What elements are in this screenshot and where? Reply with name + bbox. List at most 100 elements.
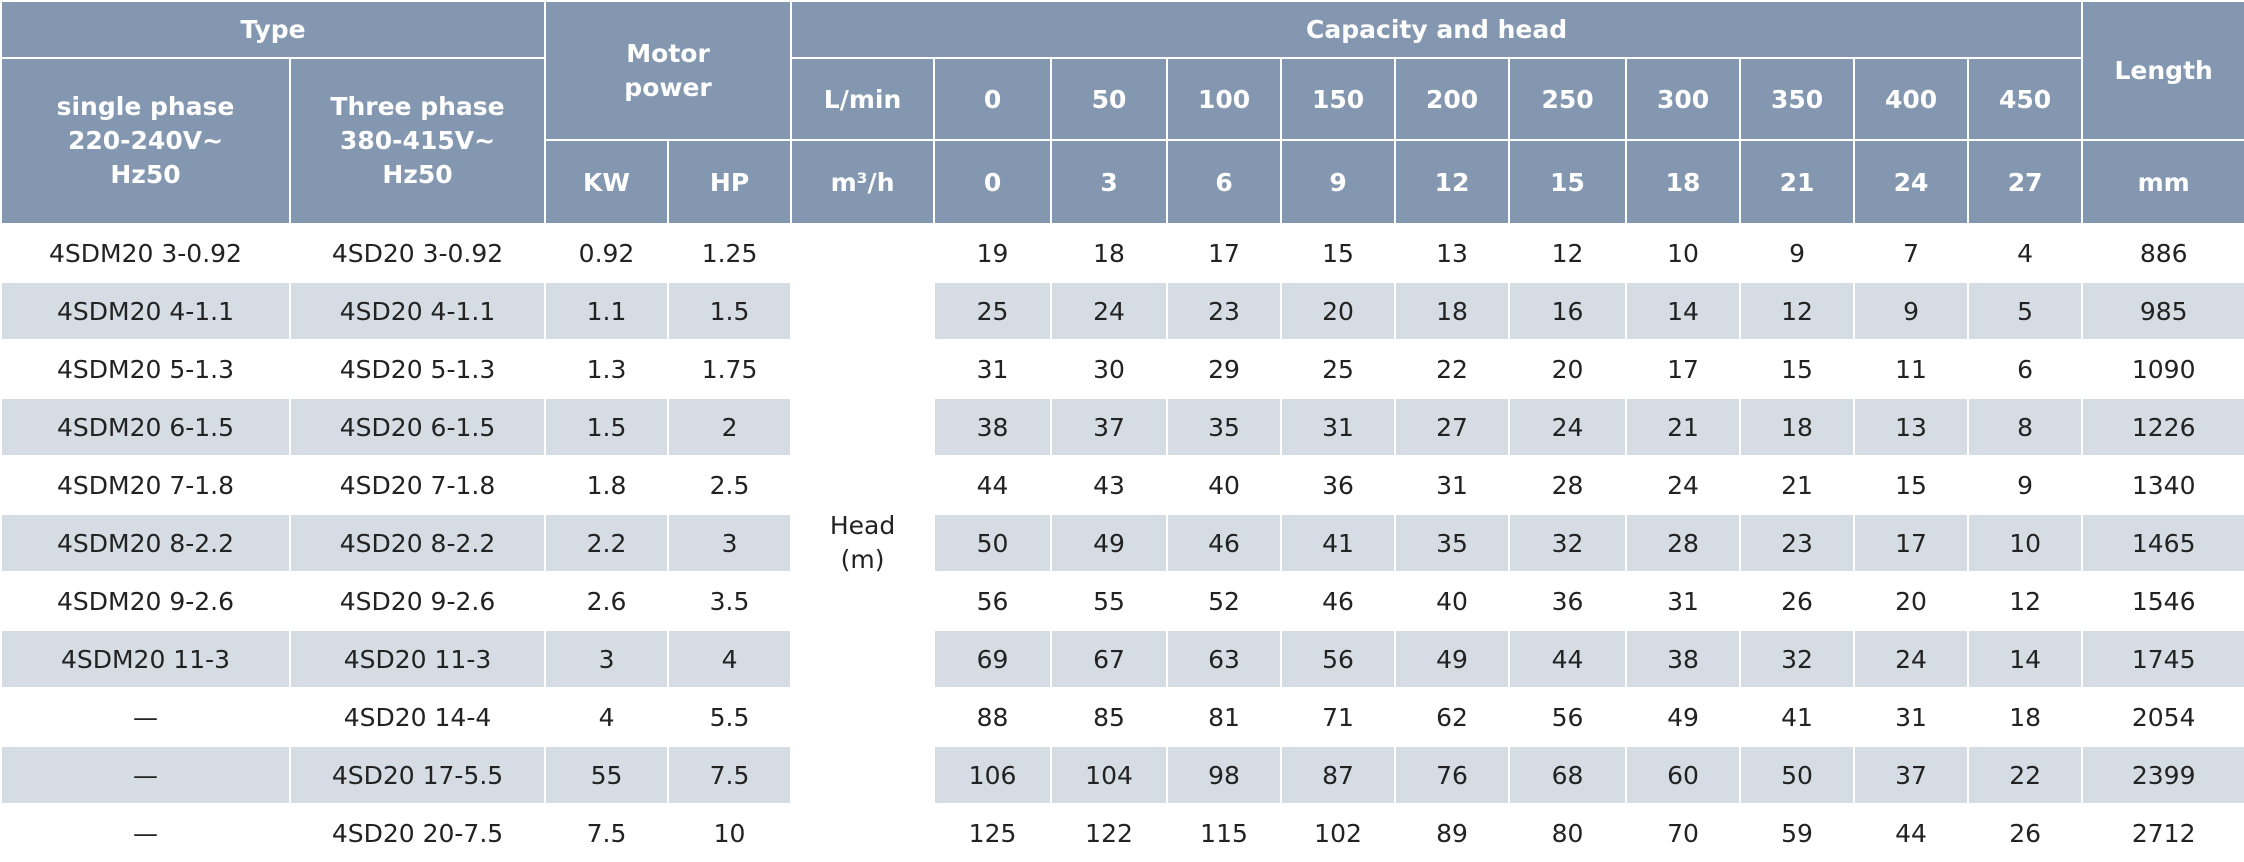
header-capacity: Capacity and head bbox=[790, 0, 2084, 59]
hp: 3.5 bbox=[667, 571, 793, 631]
head-value: 63 bbox=[1166, 629, 1283, 689]
length: 2054 bbox=[2081, 687, 2244, 747]
hp: 7.5 bbox=[667, 745, 793, 805]
header-m3h: 3 bbox=[1050, 139, 1169, 225]
head-value: 36 bbox=[1508, 571, 1628, 631]
length: 886 bbox=[2081, 223, 2244, 283]
head-value: 44 bbox=[933, 455, 1053, 515]
head-value: 36 bbox=[1280, 455, 1397, 515]
head-value: 31 bbox=[1280, 397, 1397, 457]
length: 985 bbox=[2081, 281, 2244, 341]
head-value: 38 bbox=[933, 397, 1053, 457]
table-row: KW HP m³/h 0 3 6 9 12 15 18 21 24 27 mm bbox=[1, 139, 2244, 225]
head-value: 37 bbox=[1853, 745, 1970, 805]
kw: 1.3 bbox=[544, 339, 670, 399]
table-row: 4SDM20 11-3 4SD20 11-3 3 4 69 67 63 56 49 44 38 32 2… bbox=[0, 629, 2244, 689]
head-value: 56 bbox=[1280, 629, 1397, 689]
table-row: Type Motor power Capacity and head Length bbox=[0, 0, 2244, 141]
head-value: 12 bbox=[1508, 223, 1628, 283]
header-m3h: 15 bbox=[1508, 139, 1628, 225]
head-value: 23 bbox=[1166, 281, 1283, 341]
head-value: 16 bbox=[1508, 281, 1628, 341]
head-value: 25 bbox=[1280, 339, 1397, 399]
head-value: 46 bbox=[1280, 571, 1397, 631]
head-value: 9 bbox=[1739, 223, 1856, 283]
head-value: 67 bbox=[1050, 629, 1169, 689]
head-value: 13 bbox=[1394, 223, 1511, 283]
head-value: 49 bbox=[1394, 629, 1511, 689]
header-length: Length bbox=[2081, 0, 2244, 141]
head-label: Head (m) bbox=[790, 223, 936, 862]
head-value: 40 bbox=[1394, 571, 1511, 631]
text-line: Head bbox=[829, 511, 896, 541]
three-phase-model: 4SD20 20-7.5 bbox=[288, 803, 547, 862]
head-value: 25 bbox=[933, 281, 1053, 341]
head-value: 27 bbox=[1394, 397, 1511, 457]
single-phase-model: 4SDM20 3-0.92 bbox=[0, 223, 291, 283]
head-value: 44 bbox=[1508, 629, 1628, 689]
header-three-phase: Three phase 380-415V~ Hz50 bbox=[288, 57, 547, 225]
head-value: 89 bbox=[1394, 803, 1511, 862]
head-value: 10 bbox=[1625, 223, 1742, 283]
head-value: 71 bbox=[1280, 687, 1397, 747]
head-value: 26 bbox=[1967, 803, 2084, 862]
head-value: 52 bbox=[1166, 571, 1283, 631]
length: 1340 bbox=[2081, 455, 2244, 515]
head-value: 14 bbox=[1625, 281, 1742, 341]
head-value: 106 bbox=[933, 745, 1053, 805]
header-m3h: 12 bbox=[1394, 139, 1511, 225]
head-value: 21 bbox=[1625, 397, 1742, 457]
header-m3h: 6 bbox=[1166, 139, 1283, 225]
three-phase-model: 4SD20 6-1.5 bbox=[288, 397, 547, 457]
head-value: 18 bbox=[1394, 281, 1511, 341]
head-value: 19 bbox=[933, 223, 1053, 283]
head-value: 80 bbox=[1508, 803, 1628, 862]
head-value: 18 bbox=[1050, 223, 1169, 283]
hp: 5.5 bbox=[667, 687, 793, 747]
head-value: 15 bbox=[1280, 223, 1397, 283]
head-value: 24 bbox=[1853, 629, 1970, 689]
kw: 1.8 bbox=[544, 455, 670, 515]
head-value: 10 bbox=[1967, 513, 2084, 573]
head-value: 32 bbox=[1739, 629, 1856, 689]
header-lmin-label: L/min bbox=[790, 57, 936, 141]
single-phase-model: 4SDM20 4-1.1 bbox=[0, 281, 291, 341]
head-value: 87 bbox=[1280, 745, 1397, 805]
kw: 7.5 bbox=[544, 803, 670, 862]
kw: 4 bbox=[544, 687, 670, 747]
length: 2712 bbox=[2081, 803, 2244, 862]
header-lmin: 200 bbox=[1394, 57, 1511, 141]
head-value: 28 bbox=[1508, 455, 1628, 515]
head-value: 24 bbox=[1050, 281, 1169, 341]
header-lmin: 250 bbox=[1508, 57, 1628, 141]
single-phase-model: — bbox=[0, 687, 291, 747]
header-m3h: 21 bbox=[1739, 139, 1856, 225]
head-value: 12 bbox=[1739, 281, 1856, 341]
head-value: 22 bbox=[1394, 339, 1511, 399]
head-value: 29 bbox=[1166, 339, 1283, 399]
table-row: —4SD20 14-4 4 5.5 88 85 81 71 62 56 49 41 31 18 2054 bbox=[0, 687, 2244, 747]
head-value: 6 bbox=[1967, 339, 2084, 399]
text-line: (m) bbox=[840, 545, 885, 574]
head-value: 32 bbox=[1508, 513, 1628, 573]
three-phase-model: 4SD20 9-2.6 bbox=[288, 571, 547, 631]
single-phase-model: 4SDM20 5-1.3 bbox=[0, 339, 291, 399]
head-value: 31 bbox=[1625, 571, 1742, 631]
header-lmin: 450 bbox=[1967, 57, 2084, 141]
single-phase-model: 4SDM20 11-3 bbox=[0, 629, 291, 689]
head-value: 9 bbox=[1967, 455, 2084, 515]
head-value: 11 bbox=[1853, 339, 1970, 399]
head-value: 26 bbox=[1739, 571, 1856, 631]
three-phase-model: 4SD20 17-5.5 bbox=[288, 745, 547, 805]
head-value: 14 bbox=[1967, 629, 2084, 689]
three-phase-model: 4SD20 14-4 bbox=[288, 687, 547, 747]
hp: 1.25 bbox=[667, 223, 793, 283]
header-type: Type bbox=[0, 0, 547, 59]
text-line: Hz50 bbox=[382, 159, 453, 189]
header-m3h: 0 bbox=[933, 139, 1053, 225]
head-value: 56 bbox=[933, 571, 1053, 631]
length: 2399 bbox=[2081, 745, 2244, 805]
table-row: 4SDM20 7-1.8 4SD20 7-1.8 1.8 2.5 44 43 40 36 31 2… bbox=[0, 455, 2244, 515]
header-lmin: 0 bbox=[933, 57, 1053, 141]
header-lmin: 50 bbox=[1050, 57, 1169, 141]
